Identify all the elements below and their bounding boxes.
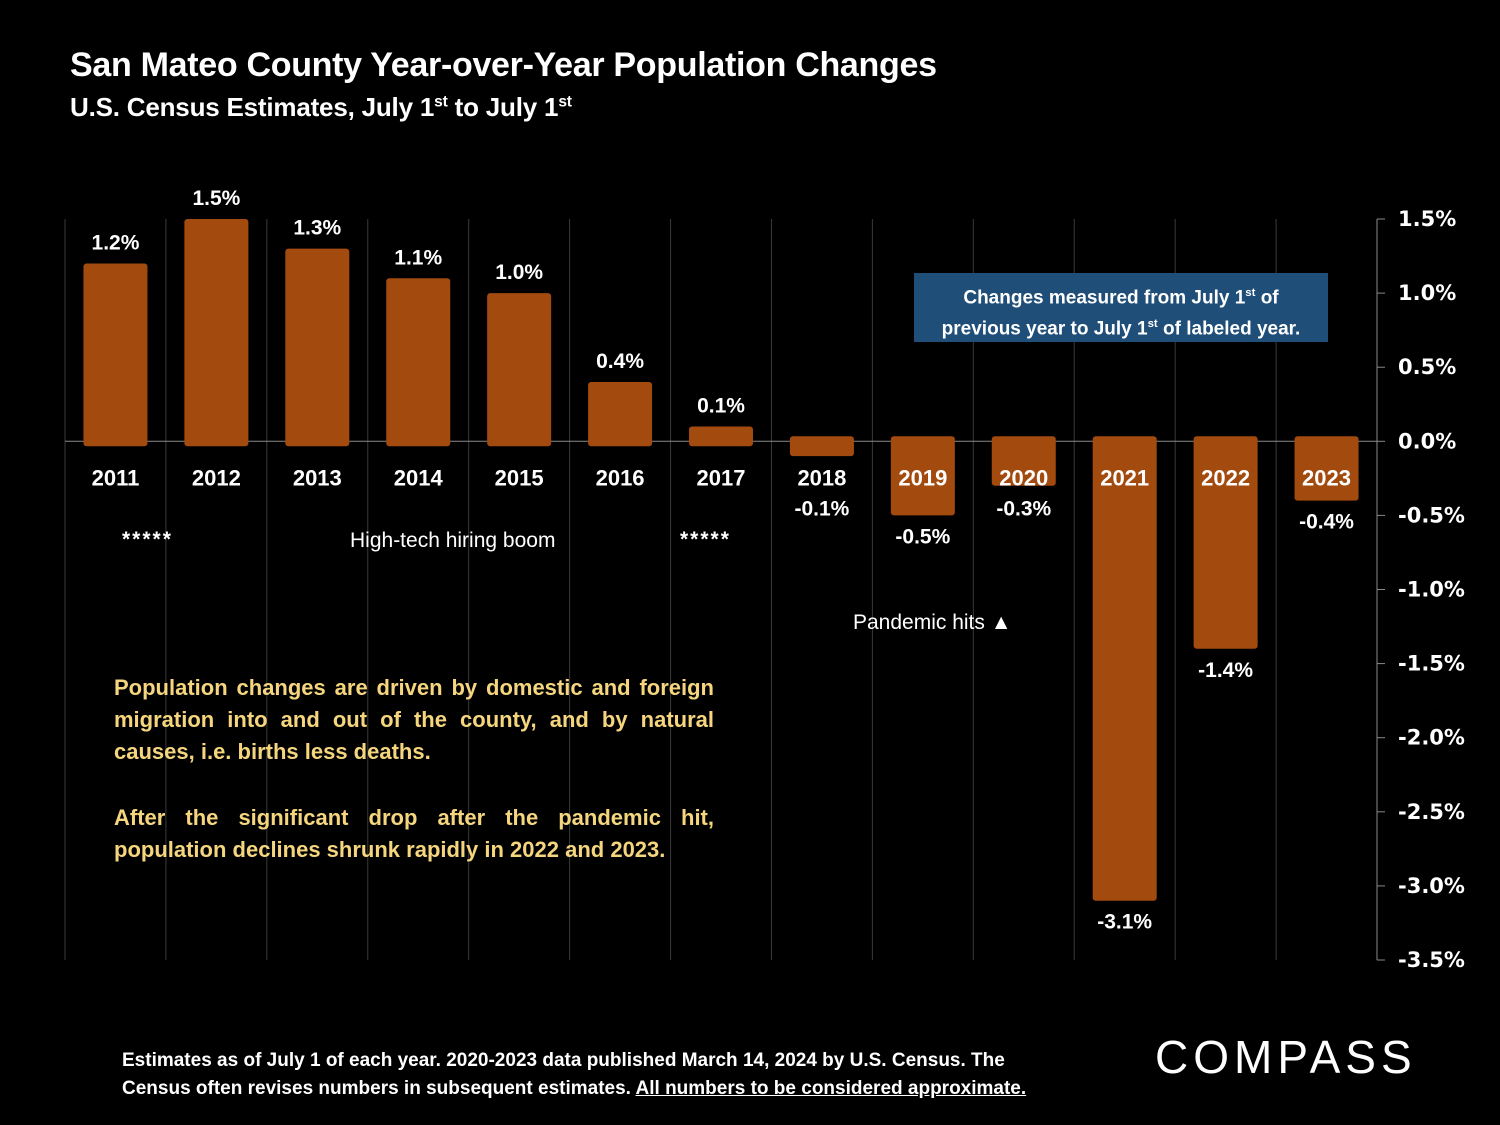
labels: 2011 1.2% 2012 1.5% 2013 1.3% 2014 1.1% 2015 1.0%…	[92, 187, 1355, 934]
chart-title: San Mateo County Year-over-Year Populati…	[70, 46, 937, 84]
category-label: 2020	[999, 465, 1048, 490]
bar-2023	[1294, 436, 1359, 501]
note-sup: st	[1245, 287, 1256, 299]
pandemic-annotation: Pandemic hits ▲	[853, 611, 1012, 634]
bar-2014	[386, 278, 451, 447]
category-label: 2014	[394, 465, 444, 490]
compass-logo: COMPASS	[1155, 1031, 1417, 1083]
y-axis: 1.5% 1.0% 0.5% 0.0% -0.5% -1.0% -1.5% -2.0% -2.5…	[1376, 207, 1465, 972]
y-tick-label: -2.0%	[1398, 726, 1465, 750]
data-label: 1.3%	[293, 217, 341, 240]
explanation-paragraph-1: Population changes are driven by domesti…	[114, 675, 714, 764]
note-line-1: Changes measured from July 1st of	[914, 280, 1328, 311]
data-label: 1.1%	[394, 246, 442, 269]
bars	[83, 219, 1359, 901]
note-line-2: previous year to July 1st of labeled yea…	[914, 311, 1328, 342]
y-tick-label: -3.0%	[1398, 874, 1465, 898]
note-sup: st	[1147, 318, 1158, 331]
stars-right-annotation: *****	[680, 528, 731, 551]
bar-2022	[1193, 436, 1258, 649]
subtitle-sup: st	[434, 93, 448, 111]
bar-2018	[789, 436, 854, 457]
category-label: 2013	[293, 465, 342, 490]
bar-2021	[1092, 436, 1157, 901]
data-label: -0.4%	[1299, 511, 1354, 534]
y-tick-label: 0.5%	[1398, 355, 1456, 379]
y-tick-label: 0.0%	[1398, 429, 1456, 453]
footer-line-1: Estimates as of July 1 of each year. 202…	[122, 1050, 1005, 1071]
y-tick-label: -3.5%	[1398, 948, 1465, 972]
bar-2020	[991, 436, 1056, 486]
note-text: Changes measured from July 1	[963, 287, 1246, 309]
bar-2016	[588, 382, 653, 447]
footer-underlined-text: All numbers to be considered approximate…	[635, 1078, 1027, 1099]
category-label: 2017	[697, 465, 746, 490]
data-label: -0.3%	[996, 497, 1051, 520]
data-label: -1.4%	[1198, 659, 1253, 682]
measurement-note-box: Changes measured from July 1st of previo…	[914, 273, 1328, 342]
note-text: of	[1255, 287, 1279, 309]
bar-2012	[184, 219, 249, 447]
stars-left-annotation: *****	[122, 528, 173, 551]
y-tick-label: 1.5%	[1398, 207, 1456, 231]
data-label: 1.2%	[92, 231, 140, 254]
data-label: 1.0%	[495, 261, 543, 284]
hiring-boom-annotation: High-tech hiring boom	[350, 529, 556, 552]
category-label: 2019	[898, 465, 947, 490]
data-label: -3.1%	[1097, 911, 1152, 934]
bar-2019	[890, 436, 955, 516]
category-label: 2018	[797, 465, 846, 490]
bar-2011	[83, 263, 148, 447]
subtitle-sup: st	[558, 93, 572, 111]
explanation-paragraph-2: After the significant drop after the pan…	[114, 805, 714, 862]
bar-2013	[285, 248, 350, 447]
note-text: previous year to July 1	[941, 318, 1148, 340]
bar-2015	[487, 293, 552, 447]
data-label: 0.1%	[697, 394, 745, 417]
y-tick-label: -2.5%	[1398, 800, 1465, 824]
note-text: of labeled year.	[1157, 318, 1301, 340]
category-label: 2022	[1201, 465, 1250, 490]
y-tick-label: -0.5%	[1398, 503, 1465, 527]
category-label: 2023	[1302, 465, 1351, 490]
category-label: 2016	[596, 465, 645, 490]
bar-2017	[689, 426, 753, 447]
subtitle-text: to July 1	[447, 92, 559, 122]
category-label: 2021	[1100, 465, 1149, 490]
data-label: -0.1%	[794, 497, 849, 520]
footer-line-2: Census often revises numbers in subseque…	[122, 1075, 1026, 1103]
footer-text: Census often revises numbers in subseque…	[122, 1078, 636, 1099]
y-tick-label: -1.0%	[1398, 578, 1465, 602]
category-label: 2015	[495, 465, 544, 490]
data-label: 1.5%	[192, 187, 240, 210]
data-label: -0.5%	[895, 525, 950, 548]
category-label: 2011	[92, 465, 140, 490]
footer-note: Estimates as of July 1 of each year. 202…	[122, 1047, 1026, 1103]
chart-subtitle: U.S. Census Estimates, July 1st to July …	[70, 92, 572, 123]
y-tick-label: 1.0%	[1398, 281, 1456, 305]
category-label: 2012	[192, 465, 241, 490]
data-label: 0.4%	[596, 350, 644, 373]
y-tick-label: -1.5%	[1398, 652, 1465, 676]
subtitle-text: U.S. Census Estimates, July 1	[70, 92, 435, 122]
